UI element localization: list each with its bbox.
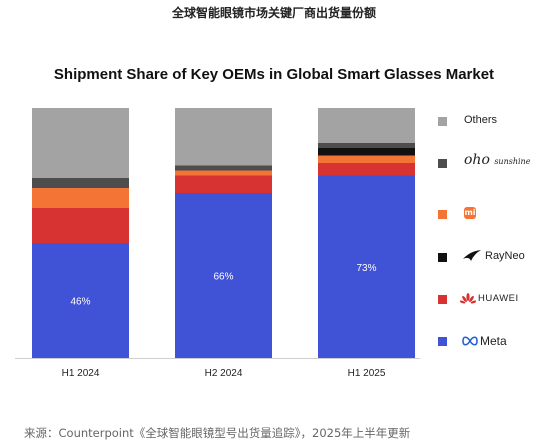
bar-segment-meta-h1-2024 — [32, 243, 129, 358]
legend-item-xiaomi: mi — [438, 205, 538, 225]
legend-item-huawei: HUAWEI — [438, 290, 538, 310]
legend-swatch-rayneo — [438, 253, 447, 262]
legend-swatch-oho-sunshine — [438, 159, 447, 168]
x-tick-label-h1-2025: H1 2025 — [348, 368, 386, 379]
x-tick-label-h1-2024: H1 2024 — [62, 368, 100, 379]
source-note: 来源：Counterpoint《全球智能眼镜型号出货量追踪》，2025年上半年更… — [24, 426, 411, 440]
legend-item-others: Others — [438, 112, 538, 132]
bar-segment-huawei-h2-2024 — [175, 175, 272, 193]
bar-segment-rayneo-h1-2025 — [318, 148, 415, 156]
legend-item-rayneo: RayNeo — [438, 248, 538, 268]
legend-swatch-xiaomi — [438, 210, 447, 219]
bar-segment-others-h2-2024 — [175, 108, 272, 166]
x-tick-label-h2-2024: H2 2024 — [205, 368, 243, 379]
bar-segment-meta-h1-2025 — [318, 175, 415, 358]
bar-segment-oho-sunshine-h1-2024 — [32, 178, 129, 188]
legend-label-others: Others — [464, 114, 498, 126]
bar-segment-oho-sunshine-h1-2025 — [318, 143, 415, 148]
bar-segment-others-h1-2025 — [318, 108, 415, 143]
bar-segment-oho-sunshine-h2-2024 — [175, 165, 272, 171]
bar-segment-xiaomi-h1-2024 — [32, 188, 129, 208]
chart-title: Shipment Share of Key OEMs in Global Sma… — [53, 66, 495, 83]
page-heading: 全球智能眼镜市场关键厂商出货量份额 — [171, 6, 376, 20]
bar-segment-xiaomi-h1-2025 — [318, 155, 415, 163]
legend-swatch-others — [438, 117, 447, 126]
legend-item-meta: Meta — [438, 332, 538, 352]
bar-segment-huawei-h1-2025 — [318, 163, 415, 176]
meta-infinity-logo-icon — [462, 336, 478, 346]
bar-segment-xiaomi-h2-2024 — [175, 170, 272, 176]
bar-segment-others-h1-2024 — [32, 108, 129, 178]
legend-label-rayneo: RayNeo — [485, 250, 525, 262]
data-label-h1-2025: 73% — [356, 263, 376, 274]
legend-swatch-huawei — [438, 295, 447, 304]
bar-segment-huawei-h1-2024 — [32, 208, 129, 243]
xiaomi-mi-logo-icon: mi — [464, 207, 476, 219]
legend-label-meta: Meta — [480, 334, 507, 348]
data-label-h1-2024: 46% — [70, 297, 90, 308]
legend-swatch-meta — [438, 337, 447, 346]
bar-segment-meta-h2-2024 — [175, 193, 272, 358]
data-label-h2-2024: 66% — [213, 272, 233, 283]
legend-label-huawei: HUAWEI — [478, 293, 519, 304]
rayneo-swoosh-logo-icon — [463, 250, 481, 261]
oho-script-logo-icon: oho sunshine — [464, 152, 531, 168]
huawei-petal-logo-icon — [460, 293, 476, 304]
legend-item-oho-sunshine: oho sunshine — [438, 152, 538, 174]
